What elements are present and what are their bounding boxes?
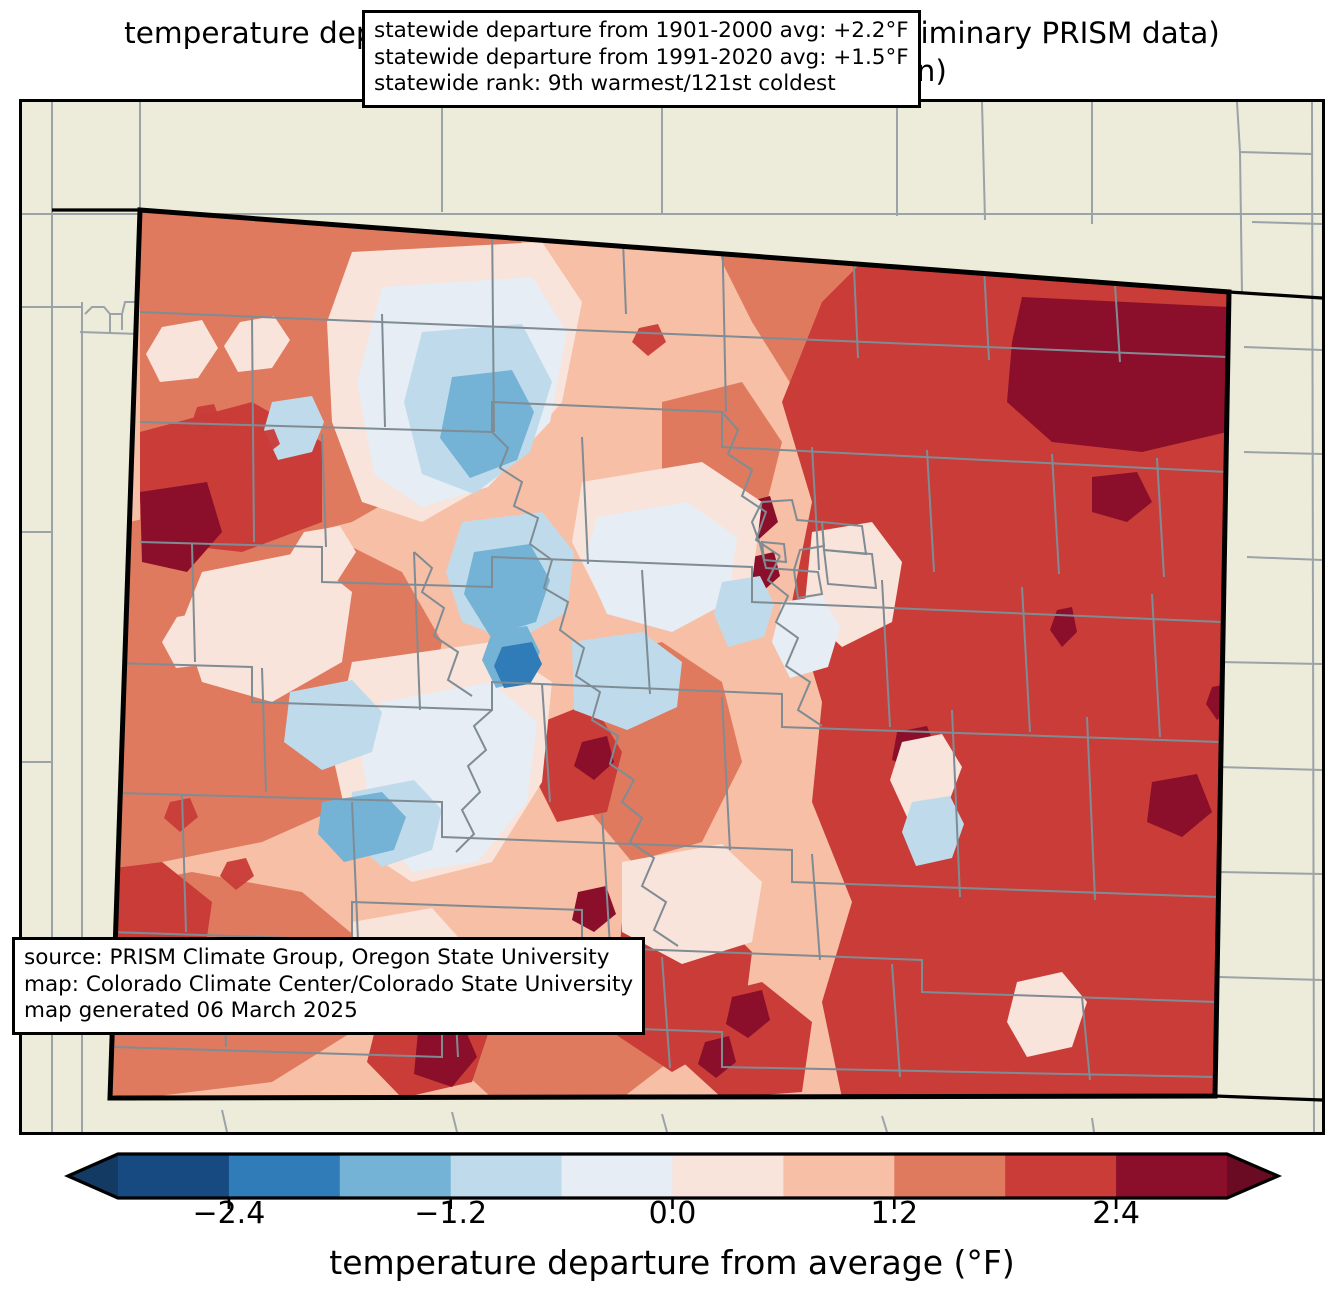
colorbar-bin-5 [672, 1154, 784, 1198]
colorbar-under-arrow [68, 1154, 118, 1198]
colorbar-bin-4 [561, 1154, 674, 1198]
colorbar-outline [64, 1152, 1283, 1200]
colorbar-bin-0 [118, 1154, 230, 1198]
source-line-1: source: PRISM Climate Group, Oregon Stat… [24, 945, 610, 970]
colorbar-tick-label-3: 1.2 [870, 1196, 919, 1231]
colorbar: −2.4 −1.2 0.0 1.2 2.4 [0, 1148, 1344, 1231]
stats-line-1: statewide departure from 1901-2000 avg: … [374, 18, 909, 43]
colorbar-tick-label-2: 0.0 [648, 1196, 697, 1231]
colorbar-over-arrow [1227, 1154, 1278, 1198]
colorbar-bin-2 [339, 1154, 452, 1198]
stats-line-3: statewide rank: 9th warmest/121st coldes… [374, 71, 836, 96]
stats-line-2: statewide departure from 1991-2020 avg: … [374, 44, 909, 70]
statewide-stats-box: statewide departure from 1901-2000 avg: … [362, 10, 921, 108]
colorbar-swatches [64, 1152, 1283, 1209]
colorbar-tick-label-1: −1.2 [414, 1196, 488, 1231]
colorbar-tick-label-0: −2.4 [192, 1196, 266, 1231]
colorbar-bin-8 [1005, 1154, 1117, 1198]
source-line-3: map generated 06 March 2025 [24, 998, 358, 1023]
colorbar-axis-label: temperature departure from average (°F) [329, 1243, 1015, 1282]
colorbar-bin-7 [894, 1154, 1006, 1198]
source-credits-box: source: PRISM Climate Group, Oregon Stat… [12, 937, 646, 1035]
colorbar-bin-9 [1116, 1154, 1228, 1198]
colorbar-bin-3 [450, 1154, 563, 1198]
colorbar-tick-label-4: 2.4 [1092, 1196, 1140, 1231]
colorbar-bin-1 [228, 1154, 341, 1198]
colorbar-bin-6 [783, 1154, 895, 1198]
source-line-2: map: Colorado Climate Center/Colorado St… [24, 971, 634, 997]
state-border [107, 207, 1232, 1101]
